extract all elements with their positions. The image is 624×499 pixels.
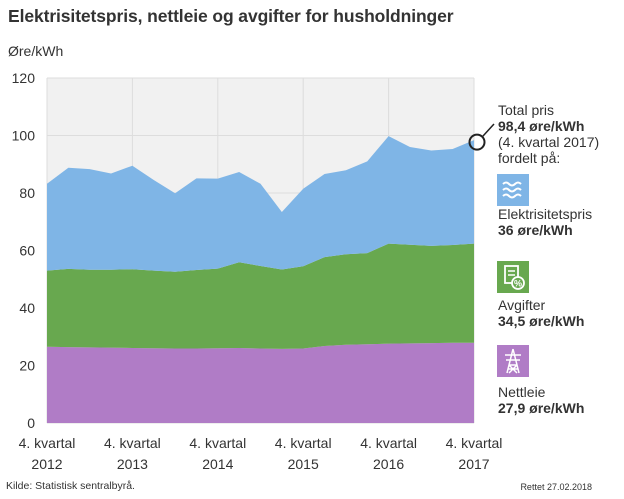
y-tick-label: 100 xyxy=(12,128,36,144)
legend-grid: Nettleie 27,9 øre/kWh xyxy=(498,384,584,416)
annotation-total-value: 98,4 øre/kWh xyxy=(498,118,585,134)
x-tick-label: 4. kvartal xyxy=(446,435,503,451)
x-tick-label: 4. kvartal xyxy=(104,435,161,451)
svg-text:%: % xyxy=(514,279,522,289)
electricity-waves-icon xyxy=(497,174,529,206)
chart-title: Elektrisitetspris, nettleie og avgifter … xyxy=(8,6,454,26)
legend-fees: Avgifter 34,5 øre/kWh xyxy=(498,297,584,329)
legend-fees-label: Avgifter xyxy=(498,297,546,313)
callout-line xyxy=(481,123,495,138)
area-elektrisitetspris xyxy=(47,136,474,272)
legend-grid-label: Nettleie xyxy=(498,384,546,400)
source-note: Kilde: Statistisk sentralbyrå. xyxy=(6,480,135,492)
x-tick-year: 2012 xyxy=(31,456,62,472)
x-tick-year: 2016 xyxy=(373,456,404,472)
x-tick-year: 2014 xyxy=(202,456,233,472)
callout-marker xyxy=(468,133,486,151)
area-nettleie xyxy=(47,342,474,423)
x-tick-label: 4. kvartal xyxy=(19,435,76,451)
corrected-date: Rettet 27.02.2018 xyxy=(520,482,592,492)
x-axis-ticks: 4. kvartal 2012 4. kvartal 2013 4. kvartal 20… xyxy=(19,435,503,472)
x-tick-label: 4. kvartal xyxy=(360,435,417,451)
legend-fees-value: 34,5 øre/kWh xyxy=(498,313,585,329)
y-tick-label: 40 xyxy=(19,300,35,316)
x-tick-year: 2015 xyxy=(288,456,319,472)
area-avgifter xyxy=(47,243,474,349)
annotation-breakdown: fordelt på: xyxy=(498,150,561,166)
y-axis-ticks: 0 20 40 60 80 100 120 xyxy=(12,70,36,431)
y-tick-label: 120 xyxy=(12,70,36,86)
legend-grid-value: 27,9 øre/kWh xyxy=(498,400,585,416)
y-axis-label: Øre/kWh xyxy=(8,43,63,59)
legend-electricity: Elektrisitetspris 36 øre/kWh xyxy=(498,206,592,238)
y-tick-label: 0 xyxy=(27,415,35,431)
x-tick-year: 2013 xyxy=(117,456,148,472)
x-tick-year: 2017 xyxy=(458,456,489,472)
annotation-period: (4. kvartal 2017) xyxy=(498,134,600,150)
tax-document-icon: % xyxy=(497,261,529,293)
y-tick-label: 20 xyxy=(19,358,35,374)
x-tick-label: 4. kvartal xyxy=(275,435,332,451)
legend-electricity-label: Elektrisitetspris xyxy=(498,206,593,222)
area-layers xyxy=(47,136,474,423)
total-annotation: Total pris 98,4 øre/kWh (4. kvartal 2017… xyxy=(498,102,599,166)
legend-electricity-value: 36 øre/kWh xyxy=(498,222,573,238)
y-tick-label: 80 xyxy=(19,185,35,201)
power-pylon-icon xyxy=(497,345,529,377)
y-tick-label: 60 xyxy=(19,243,35,259)
x-tick-label: 4. kvartal xyxy=(189,435,246,451)
annotation-total-label: Total pris xyxy=(498,102,555,118)
